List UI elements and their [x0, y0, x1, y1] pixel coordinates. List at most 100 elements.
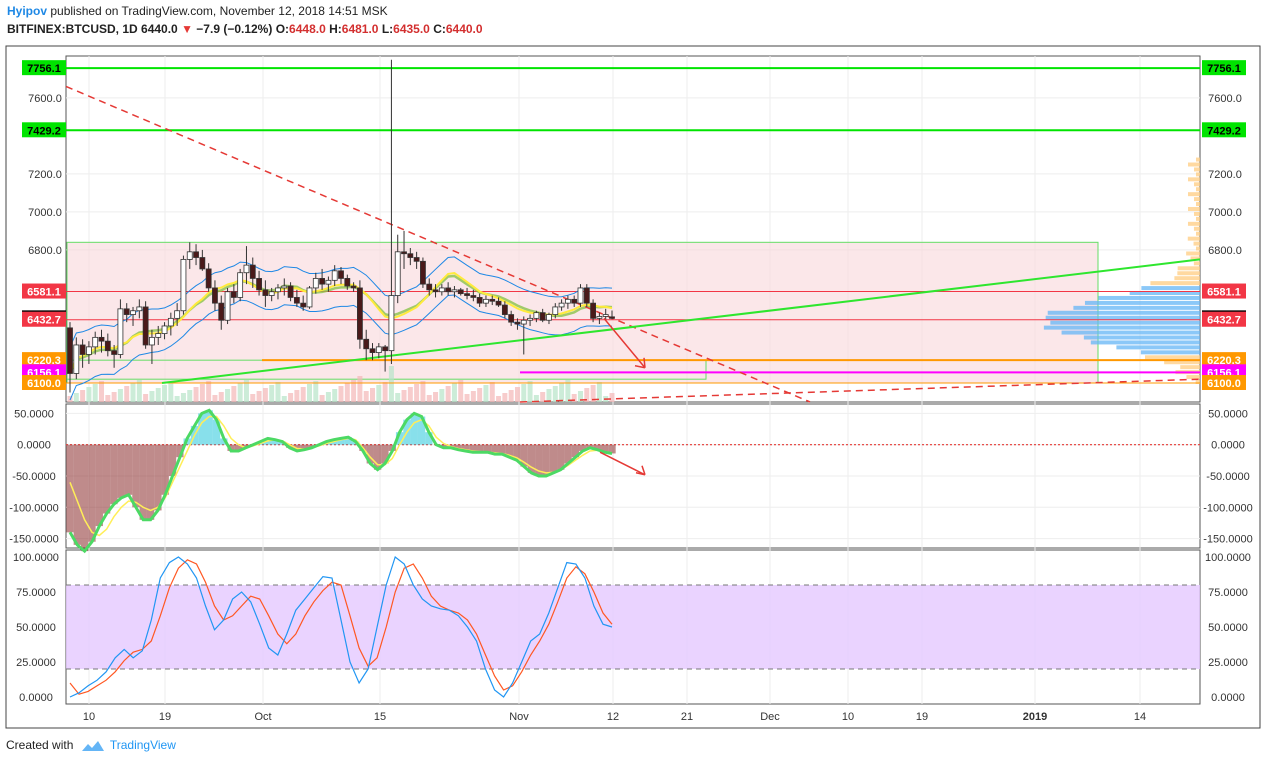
volume-bar [92, 384, 98, 402]
volume-bar [433, 392, 439, 402]
publish-info: Hyipov published on TradingView.com, Nov… [7, 4, 388, 18]
x-tick-label: 19 [916, 711, 928, 723]
candle-body [130, 310, 136, 315]
volume-bar [313, 381, 319, 402]
candle-body [256, 278, 262, 291]
tradingview-brand-link[interactable]: TradingView [109, 738, 176, 752]
osc-histogram-bar [571, 444, 580, 458]
candle-body [155, 333, 162, 338]
volume-bar [370, 388, 376, 402]
oscillator-pane[interactable] [66, 408, 1200, 554]
osc-histogram-bar [513, 444, 521, 461]
volume-bar [256, 391, 262, 402]
osc-histogram-bar [88, 444, 96, 542]
volume-bar [401, 390, 407, 402]
osc-histogram-bar [527, 444, 536, 473]
candle-body [457, 289, 464, 295]
volume-profile-bar [1140, 350, 1200, 355]
stoch-tick-label-right: 25.0000 [1208, 657, 1248, 669]
osc-tick-label-right: 0.0000 [1211, 440, 1245, 452]
volume-profile-bar [1043, 325, 1200, 330]
level-label-right-bg [1202, 122, 1246, 138]
candle-body [564, 298, 571, 304]
level-label-right-bg [1202, 60, 1246, 76]
candle-body [331, 270, 338, 281]
volume-bar [552, 386, 558, 402]
osc-histogram-bar [132, 444, 140, 508]
candle-body [539, 312, 546, 321]
candle-body [92, 336, 99, 348]
close-value: 6440.0 [445, 22, 483, 36]
candle-body [193, 251, 199, 258]
level-label-right: 7429.2 [1207, 125, 1241, 137]
stoch-band [66, 585, 1200, 669]
level-label-right-bg [1202, 352, 1246, 368]
osc-histogram-bar [176, 444, 184, 458]
volume-bar [180, 393, 186, 402]
candle-body [571, 298, 578, 304]
level-label-left-bg [22, 60, 66, 76]
osc-tick-label-left: 50.0000 [14, 408, 54, 420]
volume-profile-bar [1190, 256, 1200, 261]
candle-body [312, 278, 319, 289]
level-label-left-bg [22, 311, 66, 327]
candle-body [451, 289, 458, 293]
volume-bar [596, 382, 602, 402]
osc-histogram-bar [520, 444, 528, 467]
volume-profile-bar [1187, 221, 1200, 226]
stoch-tick-label-right: 50.0000 [1208, 622, 1248, 634]
level-label-right: 7756.1 [1207, 63, 1241, 75]
volume-profile-bar [1193, 211, 1200, 216]
x-tick-label: Nov [509, 711, 529, 723]
x-tick-label: 19 [159, 711, 171, 723]
volume-bar [193, 387, 199, 402]
volume-bar [357, 376, 363, 402]
symbol-label[interactable]: BITFINEX:BTCUSD, 1D [7, 22, 138, 36]
volume-bar [206, 381, 212, 402]
osc-histogram-bar [425, 432, 433, 445]
candle-body [558, 302, 565, 308]
y-tick-label-right: 7600.0 [1208, 93, 1242, 105]
volume-profile-bar [1177, 271, 1200, 276]
volume-bar [73, 393, 79, 402]
level-label-left: 6581.1 [27, 287, 61, 299]
candle-body [420, 260, 426, 285]
y-tick-label-left: 6800.0 [28, 245, 62, 257]
volume-profile-bar [1177, 266, 1200, 271]
volume-profile-bar [1084, 300, 1200, 305]
volume-bar [571, 394, 577, 402]
volume-bar [565, 380, 571, 402]
price-pane[interactable] [65, 59, 1201, 403]
candle-body [445, 287, 452, 293]
stoch-tick-label-right: 0.0000 [1211, 692, 1245, 704]
candle-body [602, 314, 609, 317]
candle-body [268, 291, 275, 296]
volume-profile-bar [1150, 281, 1200, 286]
osc-histogram-bar [454, 444, 462, 450]
level-label-left: 7429.2 [27, 125, 61, 137]
candle-body [583, 287, 590, 304]
volume-bar [218, 392, 224, 402]
volume-bar [294, 390, 300, 402]
author-name[interactable]: Hyipov [7, 4, 48, 18]
stochastic-pane[interactable] [66, 555, 1200, 698]
osc-histogram-bar [234, 444, 243, 451]
volume-bar [300, 387, 306, 402]
volume-bar [464, 394, 470, 402]
candle-body [413, 257, 420, 262]
volume-profile-bar [1174, 276, 1200, 281]
candle-body [117, 308, 124, 355]
volume-bar [540, 392, 546, 402]
volume-bar [199, 384, 205, 402]
osc-histogram-bar [579, 444, 587, 451]
candle-body [167, 317, 174, 327]
volume-profile-bar [1083, 335, 1200, 340]
candle-body [249, 264, 256, 279]
osc-histogram-bar [110, 444, 118, 505]
osc-histogram-bar [198, 413, 206, 445]
candle-body [205, 268, 212, 289]
osc-projection-arrow [599, 451, 646, 476]
level-label-right-bg [1202, 311, 1246, 327]
volume-bar [376, 385, 382, 402]
